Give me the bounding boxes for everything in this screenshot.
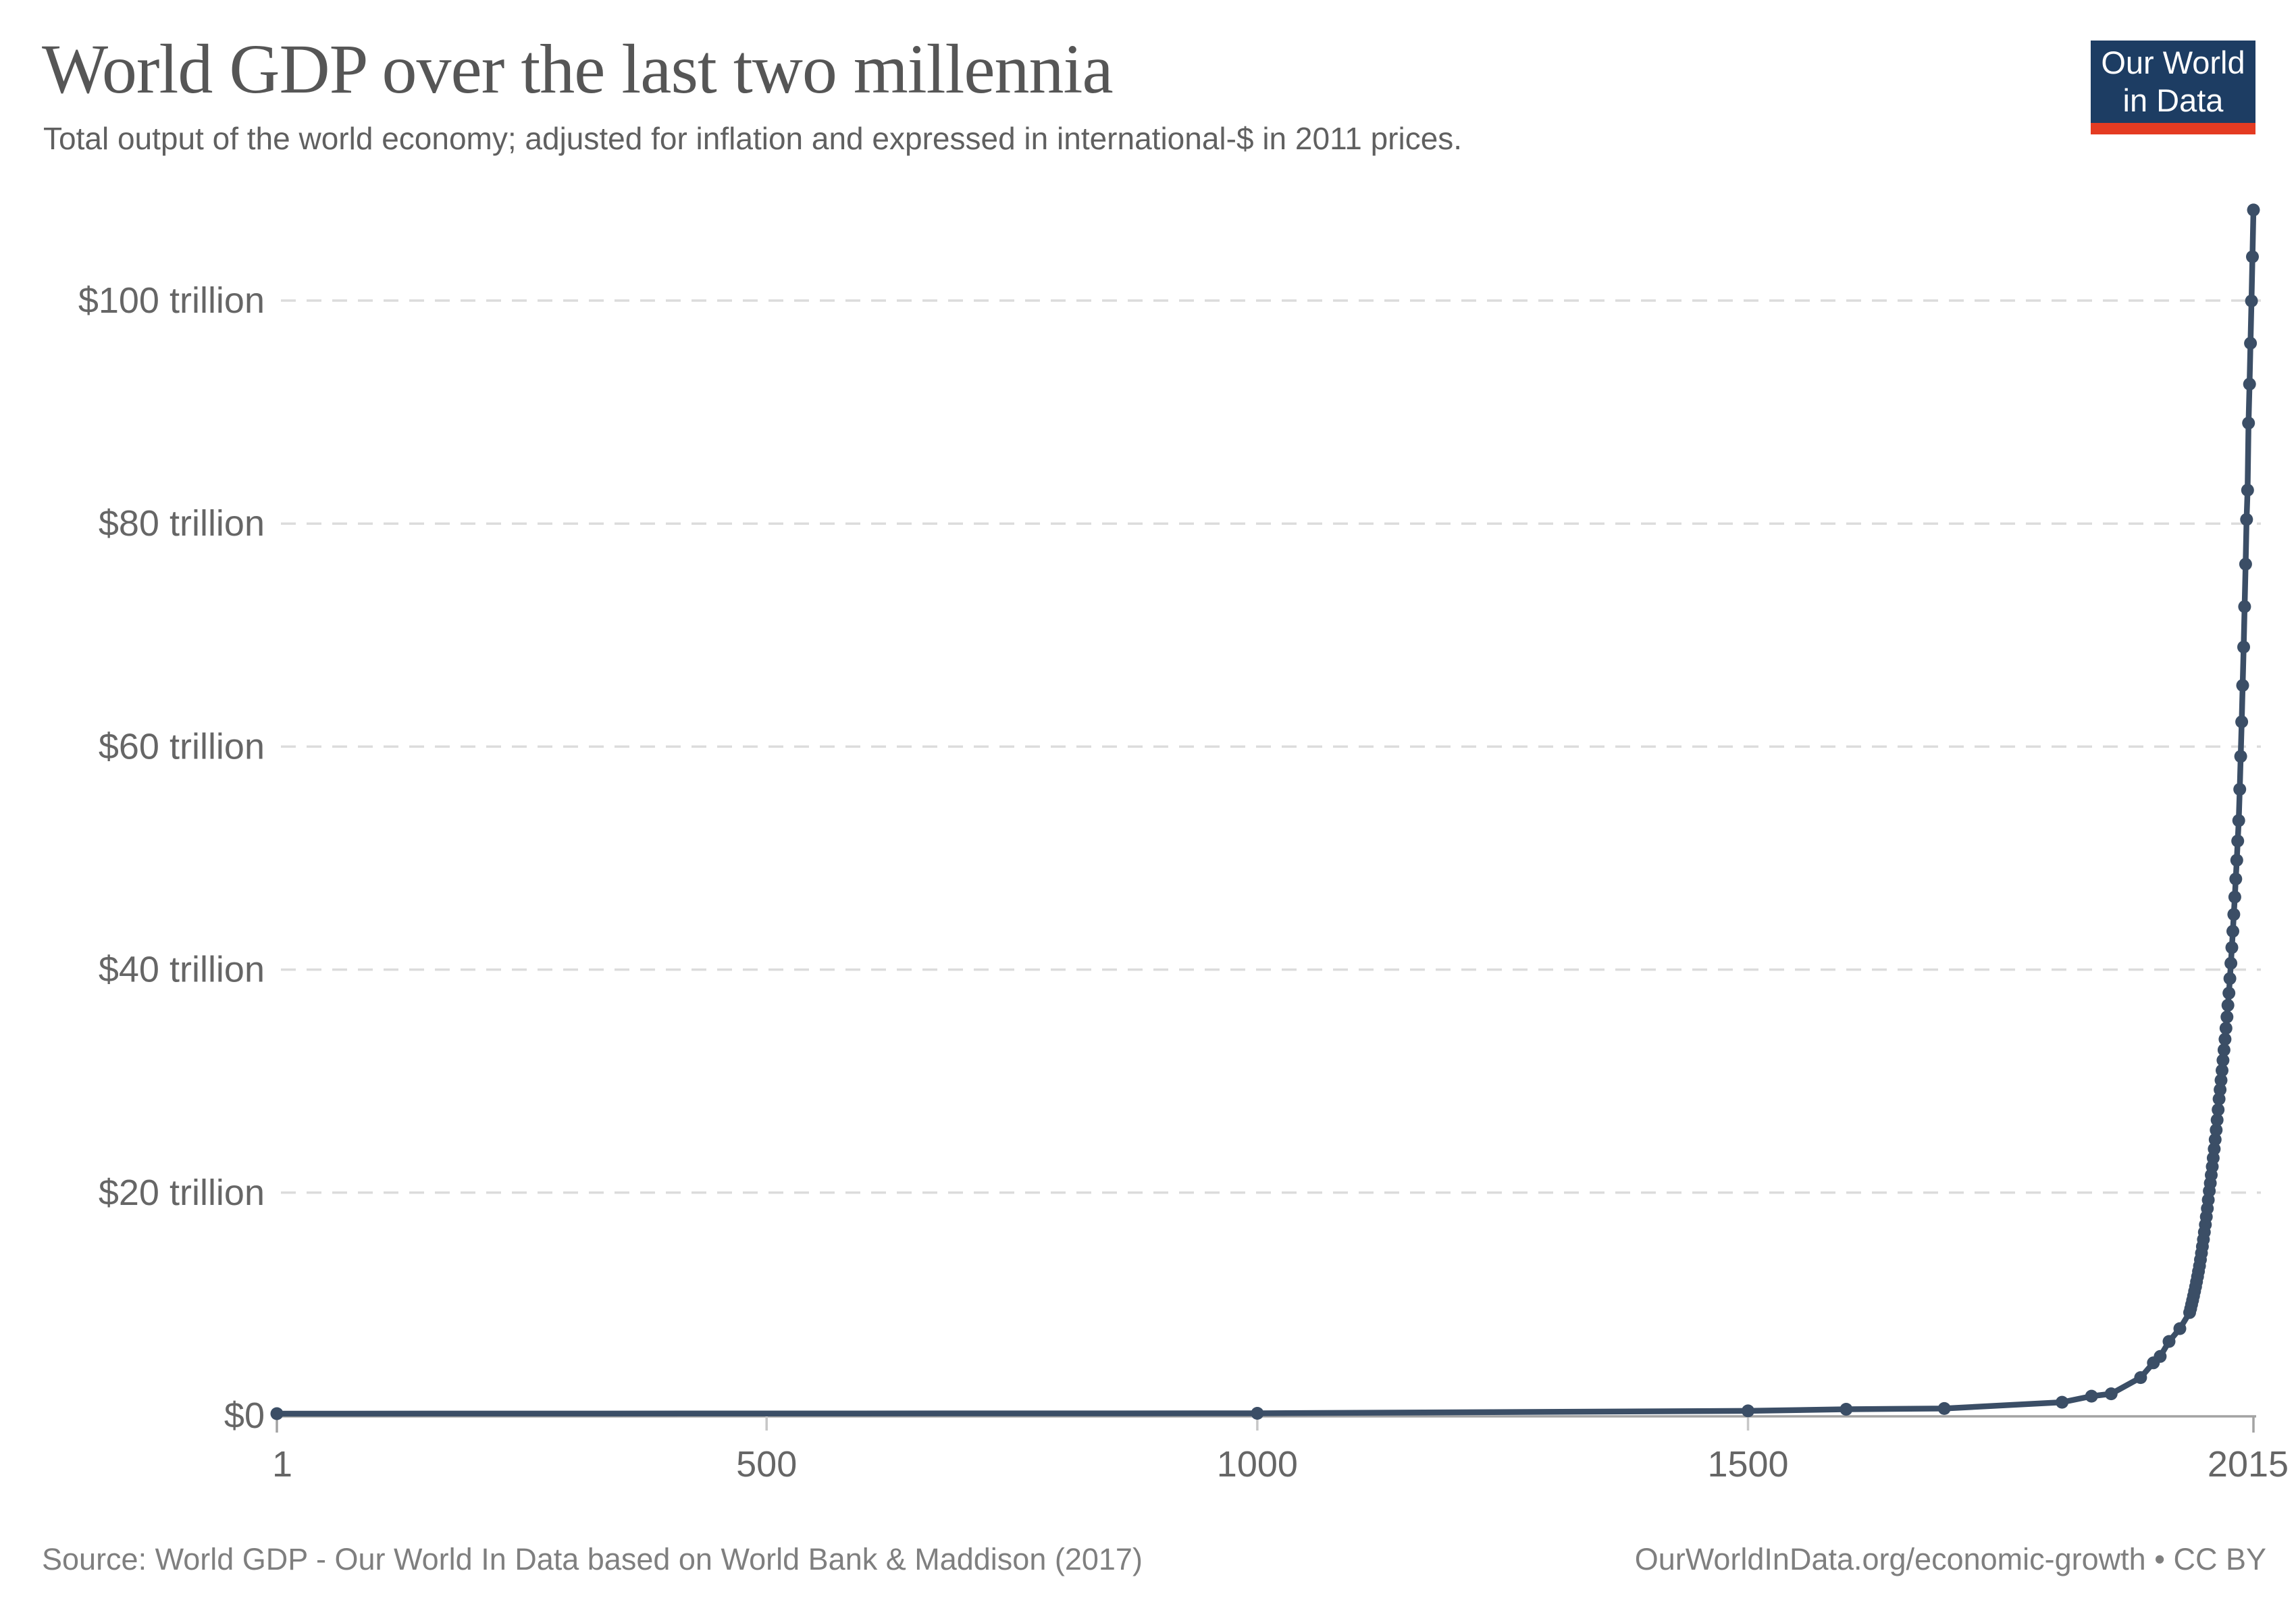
data-point bbox=[2104, 1387, 2118, 1401]
data-point bbox=[2234, 750, 2247, 763]
y-tick-label: $80 trillion bbox=[99, 503, 265, 544]
x-tick-label: 500 bbox=[736, 1444, 797, 1485]
data-point bbox=[2237, 640, 2250, 654]
data-point bbox=[2220, 1010, 2234, 1024]
source-note: Source: World GDP - Our World In Data ba… bbox=[42, 1542, 1143, 1576]
data-point bbox=[2210, 1113, 2224, 1127]
data-point bbox=[2085, 1389, 2098, 1403]
data-point bbox=[2208, 1142, 2221, 1156]
data-point bbox=[2218, 1033, 2232, 1046]
data-point bbox=[2239, 557, 2252, 571]
y-tick-label: $0 bbox=[224, 1395, 265, 1436]
data-point bbox=[2214, 1073, 2228, 1087]
data-point bbox=[2243, 378, 2256, 391]
data-point bbox=[2245, 294, 2258, 307]
y-tick-label: $40 trillion bbox=[99, 950, 265, 990]
data-point bbox=[2232, 814, 2245, 827]
gdp-line bbox=[273, 207, 2257, 1417]
data-point bbox=[2233, 783, 2247, 796]
chart-footer: Source: World GDP - Our World In Data ba… bbox=[42, 1541, 2266, 1578]
data-point bbox=[2056, 1395, 2069, 1409]
data-point bbox=[2219, 1021, 2233, 1035]
data-point bbox=[2214, 1083, 2227, 1096]
y-tick-label: $60 trillion bbox=[99, 726, 265, 767]
data-point bbox=[2225, 941, 2239, 954]
data-point bbox=[270, 1407, 284, 1420]
data-point bbox=[2217, 1044, 2230, 1056]
data-point bbox=[2244, 336, 2258, 350]
owid-logo-line1: Our World bbox=[2101, 45, 2245, 80]
data-point bbox=[2240, 513, 2253, 526]
x-tick-label: 1500 bbox=[1707, 1444, 1788, 1485]
data-point bbox=[2223, 972, 2237, 985]
page-title: World GDP over the last two millennia bbox=[42, 30, 1114, 108]
data-point bbox=[2247, 203, 2260, 217]
data-point bbox=[2227, 908, 2241, 921]
data-point bbox=[2226, 925, 2239, 938]
data-point bbox=[2222, 986, 2236, 1000]
chart-subtitle: Total output of the world economy; adjus… bbox=[43, 121, 1463, 156]
owid-logo-line2: in Data bbox=[2122, 82, 2224, 118]
footer-link[interactable]: OurWorldInData.org/economic-growth • CC … bbox=[1634, 1542, 2266, 1576]
data-point bbox=[2230, 854, 2243, 867]
x-tick-label: 1000 bbox=[1217, 1444, 1298, 1485]
y-tick-label: $100 trillion bbox=[78, 280, 265, 321]
data-point bbox=[2224, 956, 2238, 970]
data-point bbox=[2208, 1133, 2222, 1146]
data-point bbox=[2221, 998, 2235, 1012]
x-tick-label: 1 bbox=[272, 1444, 292, 1485]
data-point bbox=[1251, 1407, 1264, 1420]
data-point bbox=[2236, 679, 2249, 692]
data-point bbox=[1840, 1403, 1853, 1416]
data-point bbox=[2216, 1064, 2228, 1077]
data-point bbox=[2210, 1123, 2223, 1137]
owid-logo[interactable]: Our World in Data bbox=[2091, 41, 2255, 134]
data-point bbox=[2238, 600, 2251, 613]
data-point bbox=[2241, 484, 2254, 497]
data-point bbox=[2229, 872, 2243, 885]
data-point bbox=[2134, 1371, 2147, 1385]
data-point bbox=[2246, 250, 2259, 263]
data-point bbox=[2235, 715, 2249, 729]
data-point bbox=[2173, 1322, 2187, 1335]
data-point bbox=[1742, 1404, 1754, 1418]
data-point bbox=[2242, 416, 2255, 430]
data-point bbox=[2216, 1054, 2230, 1067]
x-tick-label: 2015 bbox=[2208, 1444, 2289, 1485]
data-point bbox=[2162, 1335, 2176, 1348]
data-point bbox=[1937, 1401, 1951, 1415]
data-point bbox=[2154, 1349, 2167, 1363]
data-point bbox=[2231, 834, 2245, 848]
data-point bbox=[2212, 1103, 2225, 1116]
y-tick-label: $20 trillion bbox=[99, 1173, 265, 1213]
data-point bbox=[2228, 890, 2241, 904]
data-point bbox=[2212, 1092, 2226, 1106]
